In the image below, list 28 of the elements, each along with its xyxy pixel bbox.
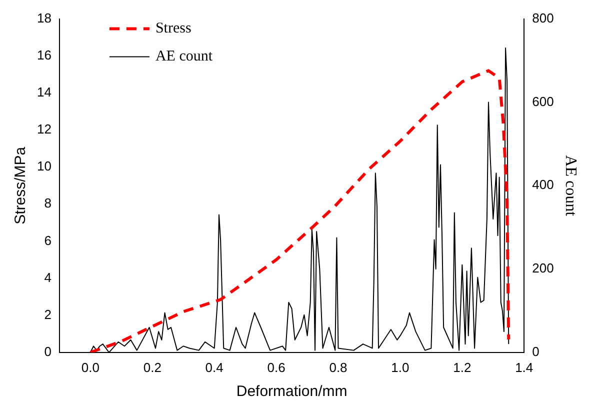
y-tick-label: 0 bbox=[44, 344, 52, 359]
x-axis-title: Deformation/mm bbox=[236, 383, 348, 400]
x-tick-label: 1.4 bbox=[515, 360, 534, 375]
y-axis-title: Stress/MPa bbox=[12, 146, 30, 224]
x-tick-label: 0.8 bbox=[329, 360, 348, 375]
y2-tick-label: 0 bbox=[532, 344, 540, 359]
x-tick-label: 0.6 bbox=[267, 360, 286, 375]
x-tick-label: 0.0 bbox=[81, 360, 100, 375]
y-tick-label: 8 bbox=[44, 196, 52, 211]
y-tick-label: 16 bbox=[36, 47, 52, 62]
y-tick-label: 2 bbox=[44, 306, 52, 322]
y2-tick-label: 400 bbox=[532, 177, 554, 192]
y-tick-label: 18 bbox=[36, 10, 52, 26]
y-tick-label: 12 bbox=[36, 122, 52, 137]
y2-tick-label: 200 bbox=[532, 260, 554, 276]
y2-tick-label: 600 bbox=[532, 94, 554, 109]
y2-tick-label: 800 bbox=[532, 10, 554, 26]
y-tick-label: 6 bbox=[44, 232, 52, 248]
legend-label: AE count bbox=[155, 48, 214, 65]
x-tick-label: 0.4 bbox=[205, 360, 224, 375]
y-tick-label: 10 bbox=[36, 158, 52, 174]
x-tick-label: 1.0 bbox=[391, 360, 410, 375]
y2-axis-title: AE count bbox=[562, 155, 580, 217]
x-tick-label: 1.2 bbox=[453, 360, 472, 375]
y-tick-label: 14 bbox=[36, 84, 52, 100]
y-tick-label: 4 bbox=[44, 270, 52, 285]
x-tick-label: 0.2 bbox=[143, 360, 162, 375]
legend-label: Stress bbox=[155, 20, 192, 37]
